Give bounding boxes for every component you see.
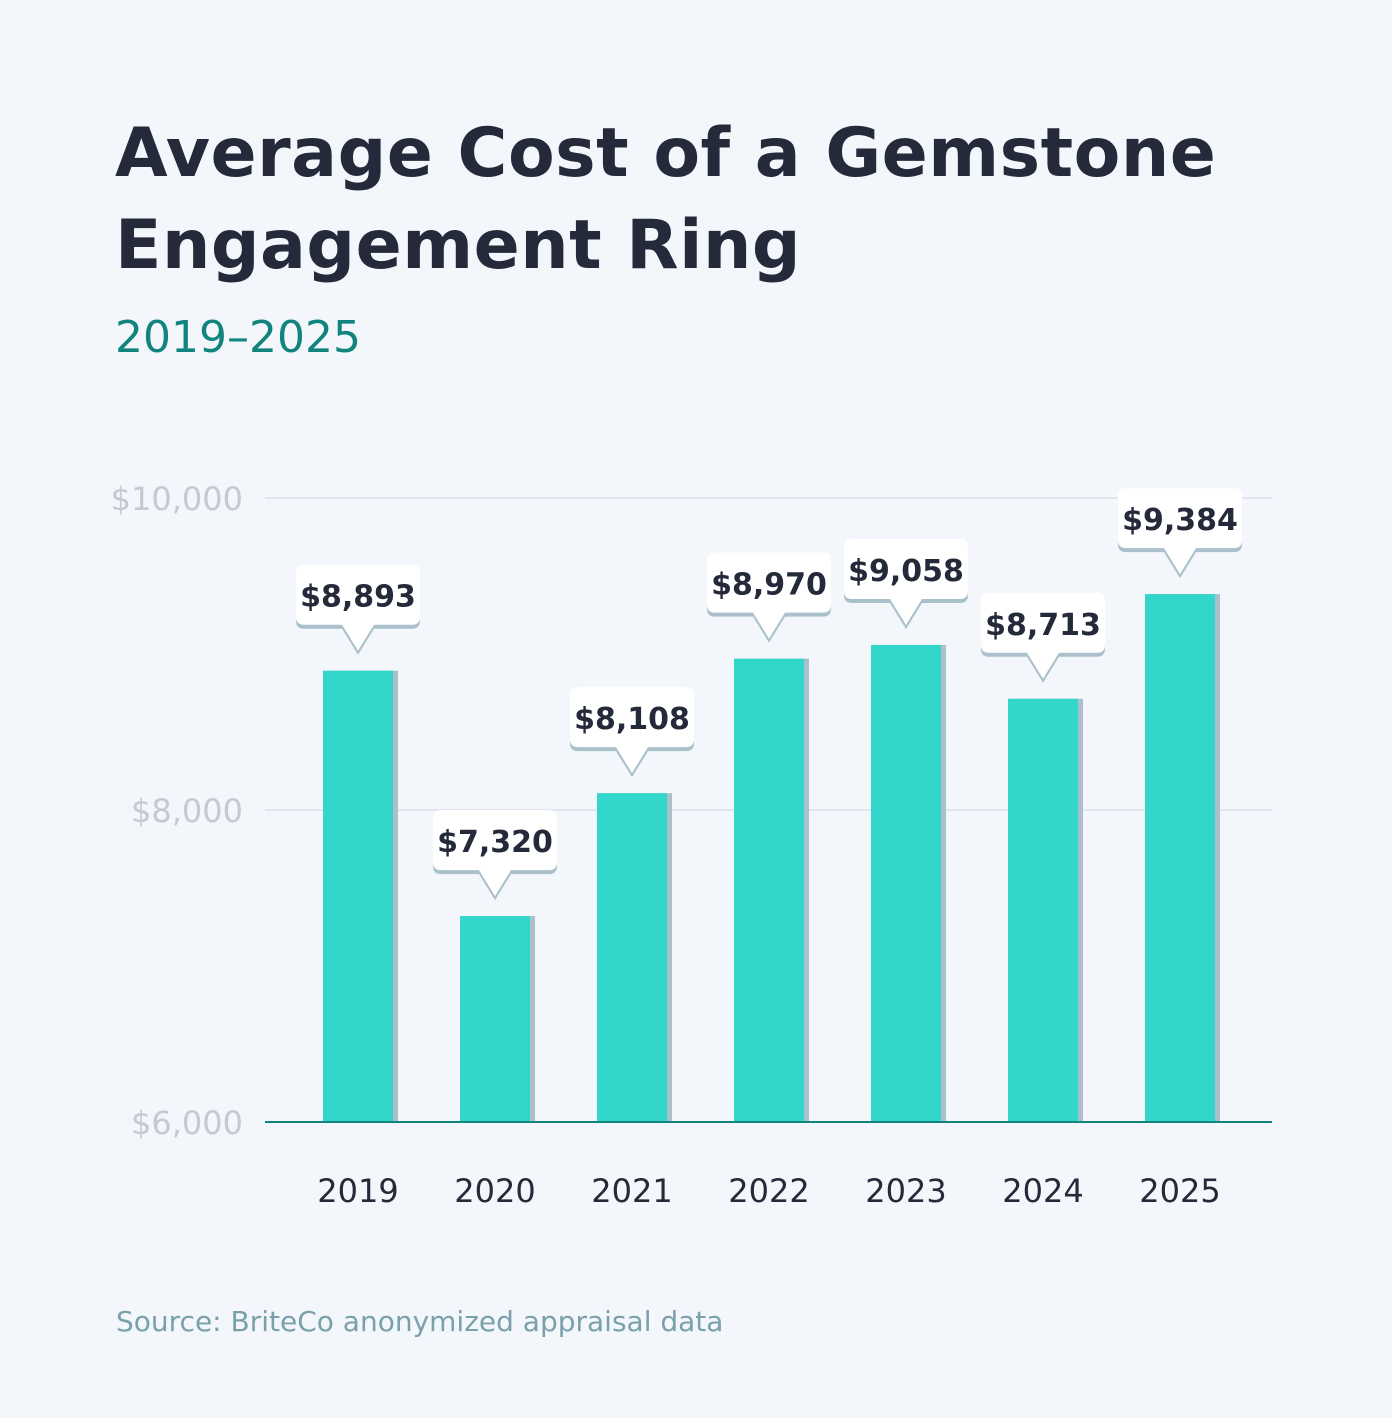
x-tick-label: 2021 <box>591 1172 672 1210</box>
source-note: Source: BriteCo anonymized appraisal dat… <box>116 1305 724 1338</box>
x-tick-label: 2020 <box>454 1172 535 1210</box>
data-label-box <box>1118 488 1242 575</box>
data-label-box <box>981 592 1105 679</box>
data-label: $9,384 <box>1122 503 1238 538</box>
bar <box>1008 698 1078 1122</box>
data-label: $7,320 <box>437 825 553 860</box>
y-tick-label: $8,000 <box>131 792 243 830</box>
data-label-box <box>844 538 968 625</box>
chart-title: Average Cost of a Gemstone Engagement Ri… <box>115 114 1217 285</box>
data-label-box <box>707 552 831 639</box>
data-label: $8,970 <box>711 568 827 603</box>
chart-subtitle: 2019–2025 <box>115 312 361 363</box>
bar <box>1145 594 1215 1122</box>
data-label-box <box>570 687 694 774</box>
y-tick-label: $6,000 <box>131 1104 243 1142</box>
bar <box>323 670 393 1122</box>
bar <box>597 793 667 1122</box>
bar <box>871 644 941 1122</box>
bar <box>734 658 804 1122</box>
x-tick-label: 2025 <box>1139 1172 1220 1210</box>
data-label: $8,713 <box>985 608 1101 643</box>
x-tick-label: 2023 <box>865 1172 946 1210</box>
bar <box>460 916 530 1122</box>
x-tick-label: 2022 <box>728 1172 809 1210</box>
x-tick-label: 2019 <box>317 1172 398 1210</box>
data-label-box <box>433 810 557 897</box>
data-label-box <box>296 564 420 651</box>
y-tick-label: $10,000 <box>111 480 243 518</box>
data-label: $8,893 <box>300 580 416 615</box>
x-tick-label: 2024 <box>1002 1172 1083 1210</box>
data-label: $8,108 <box>574 702 690 737</box>
data-label: $9,058 <box>848 554 964 589</box>
